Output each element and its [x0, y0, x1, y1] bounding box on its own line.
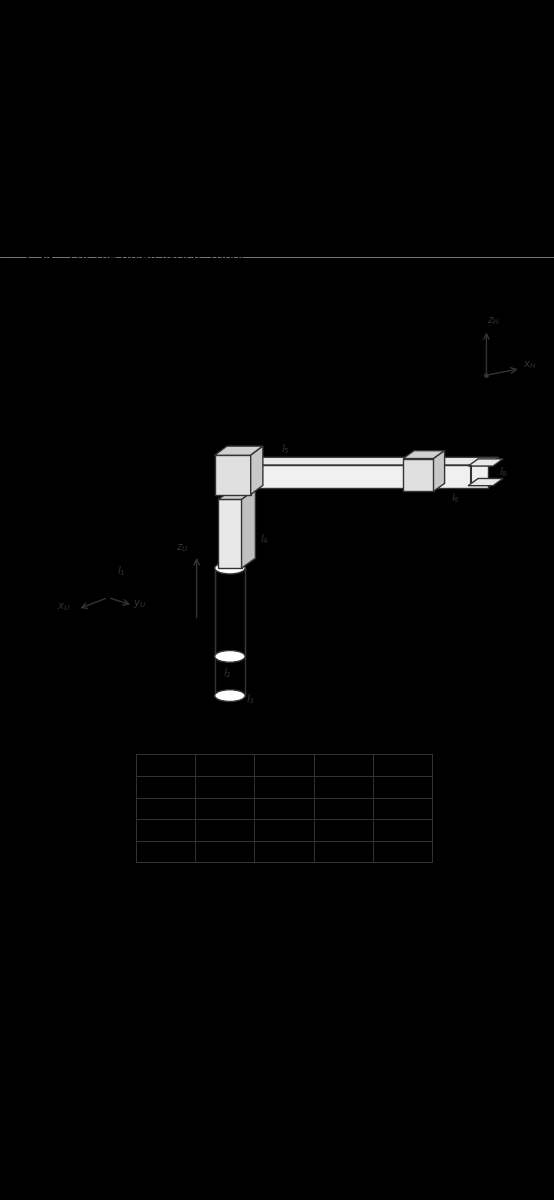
Text: $z_H$: $z_H$ — [486, 316, 500, 328]
Ellipse shape — [215, 562, 245, 574]
Text: 3–: 3– — [158, 845, 172, 858]
Text: A: A — [208, 304, 217, 317]
Text: α: α — [398, 758, 407, 772]
Text: For the given 4-DOF robot:: For the given 4-DOF robot: — [64, 251, 249, 264]
Text: $x_U$: $x_U$ — [57, 601, 70, 613]
Polygon shape — [224, 480, 499, 488]
Text: can be calculated.: can be calculated. — [348, 304, 467, 317]
Polygon shape — [468, 458, 503, 466]
Text: $l_7$: $l_7$ — [451, 472, 460, 485]
Text: Figure P.2.34: Figure P.2.34 — [230, 734, 324, 748]
Text: $l_3$: $l_3$ — [247, 692, 255, 706]
Polygon shape — [250, 446, 263, 494]
Polygon shape — [214, 455, 250, 494]
Text: T: T — [333, 304, 341, 317]
Text: 1–2: 1–2 — [155, 802, 176, 815]
Text: •: • — [47, 304, 54, 317]
Text: $l_5$: $l_5$ — [281, 443, 290, 456]
Polygon shape — [242, 490, 255, 568]
Polygon shape — [433, 451, 444, 491]
Text: •: • — [47, 270, 54, 283]
Text: d: d — [280, 758, 288, 772]
Polygon shape — [403, 451, 444, 458]
Polygon shape — [403, 458, 433, 491]
Text: $l_4$: $l_4$ — [260, 532, 269, 546]
Text: $l_8$: $l_8$ — [499, 466, 507, 480]
Text: #: # — [160, 758, 171, 772]
Text: U: U — [323, 298, 331, 307]
Polygon shape — [224, 466, 488, 488]
Polygon shape — [468, 479, 503, 486]
Polygon shape — [224, 457, 499, 466]
Polygon shape — [214, 446, 263, 455]
Text: $l_2$: $l_2$ — [223, 666, 232, 679]
Text: 2–3: 2–3 — [155, 823, 176, 836]
Ellipse shape — [215, 690, 245, 702]
Text: $l_6$: $l_6$ — [452, 491, 460, 505]
Text: Asign appropriate frames for the Denavit-Hartenberg representation.: Asign appropriate frames for the Denavit… — [61, 270, 503, 283]
Text: Write an equation in terms of: Write an equation in terms of — [61, 304, 252, 317]
Polygon shape — [218, 490, 255, 499]
Text: θ: θ — [221, 758, 228, 772]
Text: $l_1$: $l_1$ — [117, 564, 126, 578]
Text: 0–1: 0–1 — [155, 780, 176, 793]
Ellipse shape — [215, 650, 245, 662]
Text: $z_U$: $z_U$ — [177, 542, 189, 554]
Text: H: H — [338, 311, 347, 320]
Text: 2.34.: 2.34. — [22, 251, 59, 264]
Text: a: a — [340, 758, 347, 772]
Polygon shape — [218, 499, 242, 568]
Text: Fill out the parameters table.: Fill out the parameters table. — [61, 287, 247, 300]
Text: $x_H$: $x_H$ — [523, 360, 536, 371]
Text: matrices that shows how: matrices that shows how — [213, 304, 379, 317]
Text: •: • — [47, 287, 54, 300]
Text: $y_U$: $y_U$ — [134, 598, 147, 610]
